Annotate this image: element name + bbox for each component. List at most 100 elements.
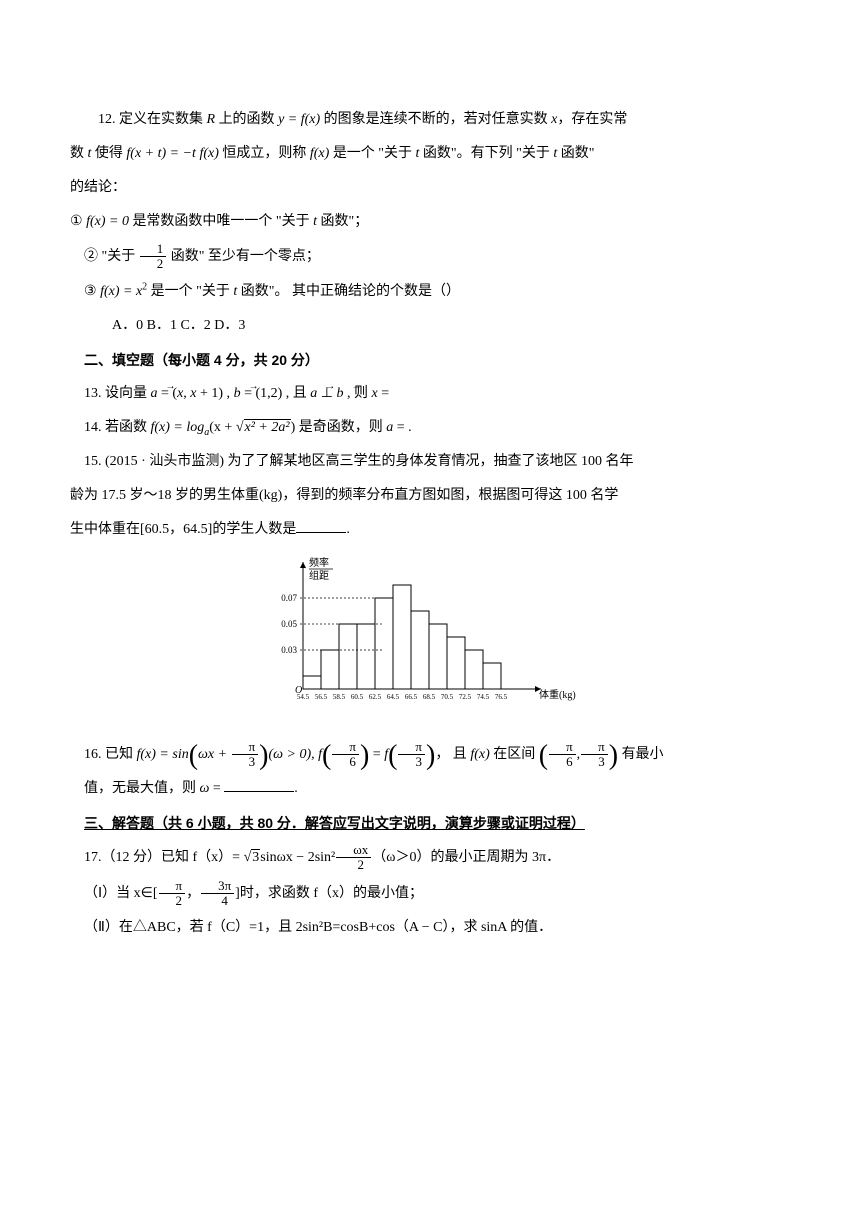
- den: 2: [159, 894, 186, 908]
- text: 值，无最大值，则: [84, 781, 200, 796]
- q14: 14. 若函数 f(x) = loga(x + √x² + 2a²) 是奇函数，…: [70, 414, 790, 442]
- den: 4: [201, 894, 234, 908]
- q12-line1: 12. 定义在实数集 R 上的函数 y = f(x) 的图象是连续不断的，若对任…: [70, 106, 790, 134]
- eq: f(x) = x: [100, 284, 142, 299]
- text: （ω＞0）的最小正周期为 3π．: [372, 850, 560, 865]
- q16-line2: 值，无最大值，则 ω = .: [70, 775, 790, 803]
- histogram-chart: 0.030.050.07O54.556.558.560.562.564.566.…: [70, 554, 790, 730]
- svg-text:62.5: 62.5: [369, 693, 382, 701]
- den: 6: [332, 755, 359, 769]
- omega: ω: [200, 781, 210, 796]
- svg-text:58.5: 58.5: [333, 693, 346, 701]
- blank: [224, 777, 294, 792]
- den: 3: [398, 755, 425, 769]
- svg-text:68.5: 68.5: [423, 693, 436, 701]
- svg-text:0.05: 0.05: [281, 619, 297, 629]
- text: 函数" 至少有一个零点；: [167, 249, 320, 264]
- text: 函数": [557, 146, 594, 161]
- svg-text:74.5: 74.5: [477, 693, 490, 701]
- vec-a: →a: [151, 386, 158, 401]
- arg: ωx +: [198, 747, 231, 762]
- vec-b: →b: [234, 386, 241, 401]
- frac-pi3c: π3: [580, 740, 609, 770]
- q15-line2: 龄为 17.5 岁～18 岁的男生体重(kg)，得到的频率分布直方图如图，根据图…: [70, 482, 790, 510]
- svg-text:频率: 频率: [309, 556, 329, 569]
- den: 6: [549, 755, 576, 769]
- num: π: [549, 740, 576, 755]
- q15-line1: 15. (2015 · 汕头市监测) 为了了解某地区高三学生的身体发育情况，抽查…: [70, 448, 790, 476]
- text: 生中体重在[60.5，64.5]的学生人数是: [70, 522, 296, 537]
- eq: f(x) = 0: [86, 214, 129, 229]
- num: ωx: [336, 843, 371, 858]
- eq: f(x) = log: [151, 420, 205, 435]
- var-R: R: [207, 112, 216, 127]
- text: 14. 若函数: [84, 420, 151, 435]
- text: 函数"。有下列 "关于: [419, 146, 553, 161]
- fx: f(x): [310, 146, 329, 161]
- q17-part1: （Ⅰ）当 x∈[π2，3π4]时，求函数 f（x）的最小值；: [70, 879, 790, 909]
- vec-b2: →b: [337, 386, 344, 401]
- frac-pi6: π6: [331, 740, 360, 770]
- text: 函数"；: [317, 214, 368, 229]
- frac-half: 12: [139, 242, 168, 272]
- num: 3π: [201, 879, 234, 894]
- text: sinωx − 2sin²: [260, 850, 335, 865]
- text: 是常数函数中唯一一个 "关于: [129, 214, 313, 229]
- text: .: [294, 781, 298, 796]
- eq: f(x + t) = −t f(x): [126, 146, 218, 161]
- num: π: [398, 740, 425, 755]
- q12-line2: 数 t 使得 f(x + t) = −t f(x) 恒成立，则称 f(x) 是一…: [70, 140, 790, 168]
- q12-stmt3: ③ f(x) = x2 是一个 "关于 t 函数"。 其中正确结论的个数是（）: [70, 278, 790, 306]
- section3-title: 三、解答题（共 6 小题，共 80 分．解答应写出文字说明，演算步骤或证明过程）: [70, 809, 790, 837]
- frac-pi3: π3: [231, 740, 260, 770]
- text: 13. 设向量: [84, 386, 151, 401]
- den: 2: [336, 858, 371, 872]
- q16-line1: 16. 已知 f(x) = sin(ωx + π3)(ω > 0), f(π6)…: [70, 740, 790, 770]
- histogram-svg: 0.030.050.07O54.556.558.560.562.564.566.…: [265, 554, 595, 719]
- text: 是奇函数，则: [295, 420, 386, 435]
- text: ①: [70, 214, 86, 229]
- q17-part2: （Ⅱ）在△ABC，若 f（C）=1，且 2sin²B=cosB+cos（A − …: [70, 914, 790, 942]
- text: =: [378, 386, 389, 401]
- text: = .: [393, 420, 411, 435]
- num: π: [332, 740, 359, 755]
- cond: (ω > 0),: [269, 747, 319, 762]
- text: 是一个 "关于: [329, 146, 415, 161]
- num: π: [581, 740, 608, 755]
- text: + 1) ,: [197, 386, 234, 401]
- svg-text:54.5: 54.5: [297, 693, 310, 701]
- svg-text:56.5: 56.5: [315, 693, 328, 701]
- text: 的图象是连续不断的，若对任意实数: [320, 112, 551, 127]
- sqrt3: 3: [251, 849, 260, 865]
- svg-text:76.5: 76.5: [495, 693, 508, 701]
- den: 2: [140, 257, 167, 271]
- text: 在区间: [490, 747, 539, 762]
- svg-text:60.5: 60.5: [351, 693, 364, 701]
- den: 3: [581, 755, 608, 769]
- text: 17.（12 分）已知 f（x）=: [84, 850, 244, 865]
- frac-wx2: ωx2: [335, 843, 372, 873]
- svg-text:组距: 组距: [309, 569, 329, 582]
- text: (x +: [209, 420, 236, 435]
- text: ]时，求函数 f（x）的最小值；: [235, 886, 423, 901]
- text: 数: [70, 146, 88, 161]
- vec-a2: →a: [310, 386, 317, 401]
- den: 3: [232, 755, 259, 769]
- blank: [296, 518, 346, 533]
- q12-options: A．0 B．1 C．2 D．3: [70, 312, 790, 340]
- text: .: [346, 522, 350, 537]
- svg-text:72.5: 72.5: [459, 693, 472, 701]
- text: 16. 已知: [84, 747, 137, 762]
- q12-line3: 的结论：: [70, 174, 790, 202]
- text: 是一个 "关于: [147, 284, 233, 299]
- text: 有最小: [618, 747, 664, 762]
- num: 1: [140, 242, 167, 257]
- q15-line3: 生中体重在[60.5，64.5]的学生人数是.: [70, 516, 790, 544]
- svg-text:0.03: 0.03: [281, 645, 297, 655]
- text: ，存在实常: [557, 112, 627, 127]
- num: π: [159, 879, 186, 894]
- q12-stmt2: ② "关于 12 函数" 至少有一个零点；: [70, 242, 790, 272]
- q17-line1: 17.（12 分）已知 f（x）= √3sinωx − 2sin²ωx2（ω＞0…: [70, 843, 790, 873]
- frac-pi3b: π3: [397, 740, 426, 770]
- text: 12. 定义在实数集: [98, 112, 207, 127]
